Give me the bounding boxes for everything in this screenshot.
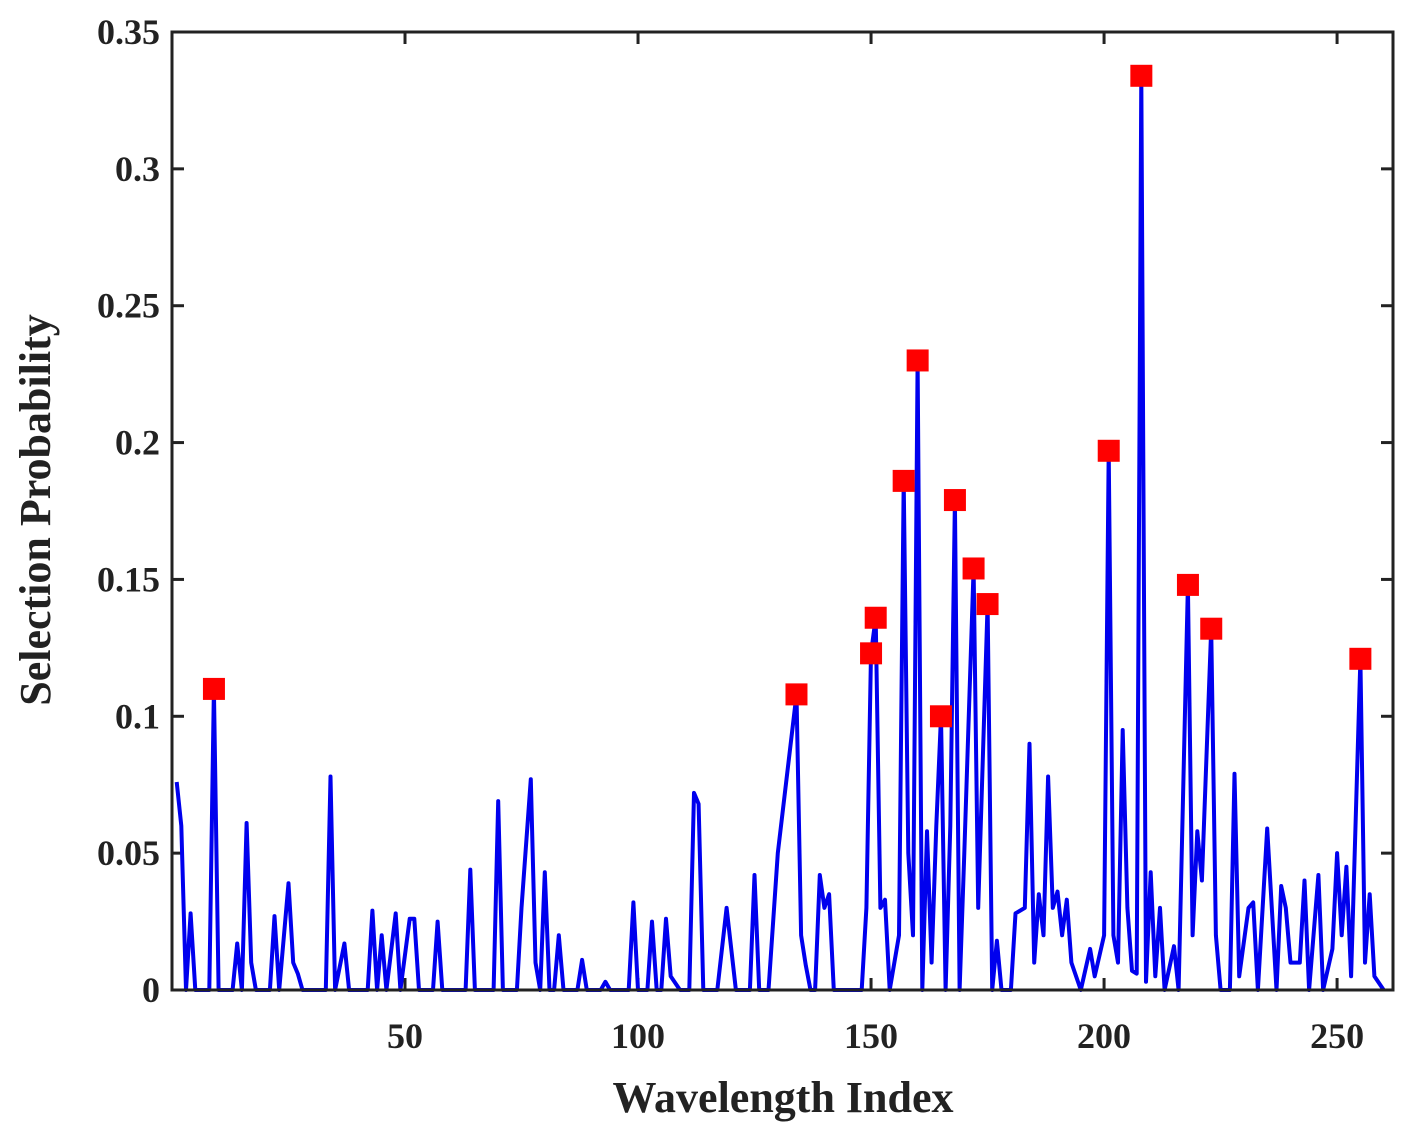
marker xyxy=(1176,573,1199,596)
y-tick-label: 0.1 xyxy=(115,696,160,736)
marker xyxy=(906,349,929,372)
plot-frame xyxy=(170,30,1395,992)
marker xyxy=(1130,64,1153,87)
x-tick-label: 250 xyxy=(1310,1016,1364,1056)
x-tick-label: 150 xyxy=(844,1016,898,1056)
y-tick-label: 0.15 xyxy=(97,559,160,599)
marker xyxy=(892,469,915,492)
y-tick-label: 0.35 xyxy=(97,12,160,52)
marker xyxy=(1200,617,1223,640)
y-tick-label: 0.2 xyxy=(115,423,160,463)
marker xyxy=(864,606,887,629)
y-axis-label: Selection Probability xyxy=(11,314,60,706)
marker xyxy=(943,489,966,512)
marker xyxy=(962,557,985,580)
marker xyxy=(1349,647,1372,670)
data-line xyxy=(174,73,1386,992)
marker xyxy=(929,705,952,728)
marker xyxy=(976,593,999,616)
marker xyxy=(785,683,808,706)
y-tick-label: 0.3 xyxy=(115,149,160,189)
y-tick-label: 0 xyxy=(142,970,160,1010)
x-tick-label: 50 xyxy=(387,1016,423,1056)
x-axis-label: Wavelength Index xyxy=(612,1073,953,1122)
x-tick-label: 200 xyxy=(1077,1016,1131,1056)
marker xyxy=(1097,439,1120,462)
marker xyxy=(860,642,883,665)
y-tick-label: 0.25 xyxy=(97,286,160,326)
y-tick-label: 0.05 xyxy=(97,833,160,873)
marker xyxy=(202,677,225,700)
x-tick-label: 100 xyxy=(611,1016,665,1056)
